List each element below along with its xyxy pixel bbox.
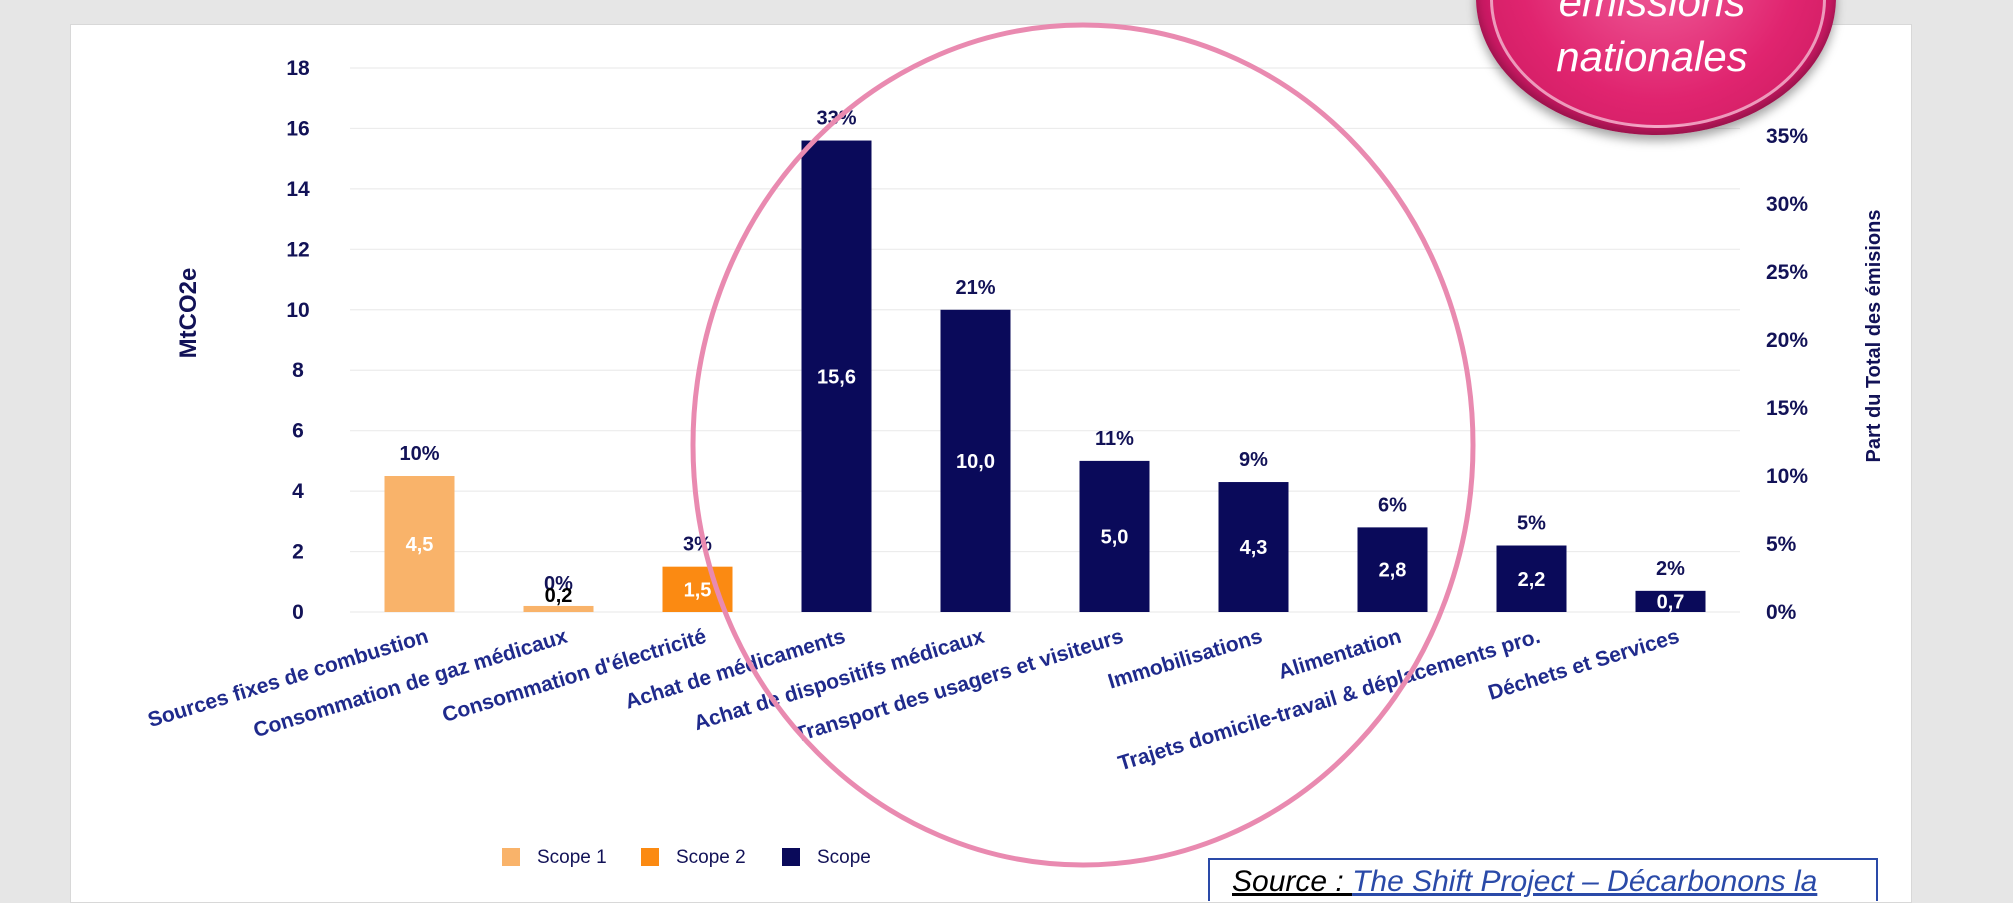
badge-line1: émissions [1558, 0, 1746, 25]
y2-tick-label: 15% [1766, 397, 1808, 420]
percent-label: 5% [1517, 513, 1546, 535]
source-prefix: Source : [1232, 865, 1353, 898]
percent-label: 2% [1656, 558, 1685, 580]
legend-label: Scope 1 [537, 847, 607, 868]
value-label: 2,2 [1518, 569, 1546, 591]
percent-label: 0% [544, 573, 573, 595]
y2-tick-label: 35% [1766, 125, 1808, 148]
y-tick-label: 18 [286, 57, 310, 80]
value-label: 1,5 [684, 579, 712, 601]
value-label: 2,8 [1379, 560, 1407, 582]
category-label: Consommation d'électricité [440, 625, 709, 727]
y2-tick-label: 5% [1766, 533, 1797, 556]
y2-tick-label: 10% [1766, 465, 1808, 488]
bar [1496, 545, 1567, 612]
percent-label: 11% [1095, 428, 1134, 450]
y-tick-label: 10 [286, 299, 309, 322]
y-axis-title: MtCO2e [175, 268, 202, 359]
y-tick-label: 8 [292, 359, 304, 382]
legend-label: Scope [817, 847, 871, 868]
value-label: 0,7 [1657, 591, 1685, 613]
value-label: 10,0 [956, 451, 995, 473]
legend-swatch [782, 848, 800, 866]
source-link[interactable]: The Shift Project – Décarbonons la [1352, 865, 1818, 898]
bar [384, 476, 455, 612]
y-tick-label: 14 [286, 178, 310, 201]
y-tick-label: 4 [292, 480, 304, 503]
y-tick-label: 6 [292, 420, 304, 443]
y-tick-label: 2 [292, 541, 304, 564]
bar [523, 605, 594, 612]
bar-labels: 10%4,50%0,23%1,533%15,621%10,011%5,09%4,… [399, 108, 1685, 614]
bar [940, 309, 1011, 612]
value-label: 4,3 [1240, 537, 1268, 559]
y2-tick-label: 25% [1766, 261, 1808, 284]
bar [1635, 590, 1706, 612]
bar [1357, 527, 1428, 612]
percent-label: 10% [399, 443, 439, 465]
value-label: 5,0 [1101, 526, 1129, 548]
badge-line2: nationales [1556, 33, 1748, 80]
bar [1218, 482, 1289, 612]
bar [801, 140, 872, 613]
bars [384, 140, 1706, 613]
bar [1079, 460, 1150, 612]
legend-swatch [502, 848, 520, 866]
legend-swatch [641, 848, 659, 866]
value-label: 0,2 [545, 585, 573, 607]
y-tick-label: 0 [292, 601, 304, 624]
highlight-circle [690, 22, 1476, 868]
category-labels: Sources fixes de combustionConsommation … [145, 625, 1682, 776]
value-label: 15,6 [817, 366, 856, 388]
y2-tick-label: 20% [1766, 329, 1808, 352]
y2-axis-title: Part du Total des émisions [1863, 209, 1885, 462]
y-tick-label: 16 [286, 117, 309, 140]
percent-label: 21% [955, 277, 995, 299]
left-axis: 0 2 4 6 8 10 12 14 16 18 [286, 57, 310, 624]
legend-label: Scope 2 [676, 847, 746, 868]
percent-label: 6% [1378, 494, 1407, 516]
category-label: Immobilisations [1105, 625, 1265, 694]
y2-tick-label: 0% [1766, 601, 1797, 624]
y-tick-label: 12 [286, 238, 309, 261]
y2-tick-label: 30% [1766, 193, 1808, 216]
right-axis: 0% 5% 10% 15% 20% 25% 30% 35% [1766, 125, 1808, 624]
value-label: 4,5 [406, 534, 434, 556]
percent-label: 9% [1239, 449, 1268, 471]
source-box: Source : The Shift Project – Décarbonons… [1208, 858, 1878, 901]
legend: Scope 1 Scope 2 Scope [502, 847, 871, 868]
